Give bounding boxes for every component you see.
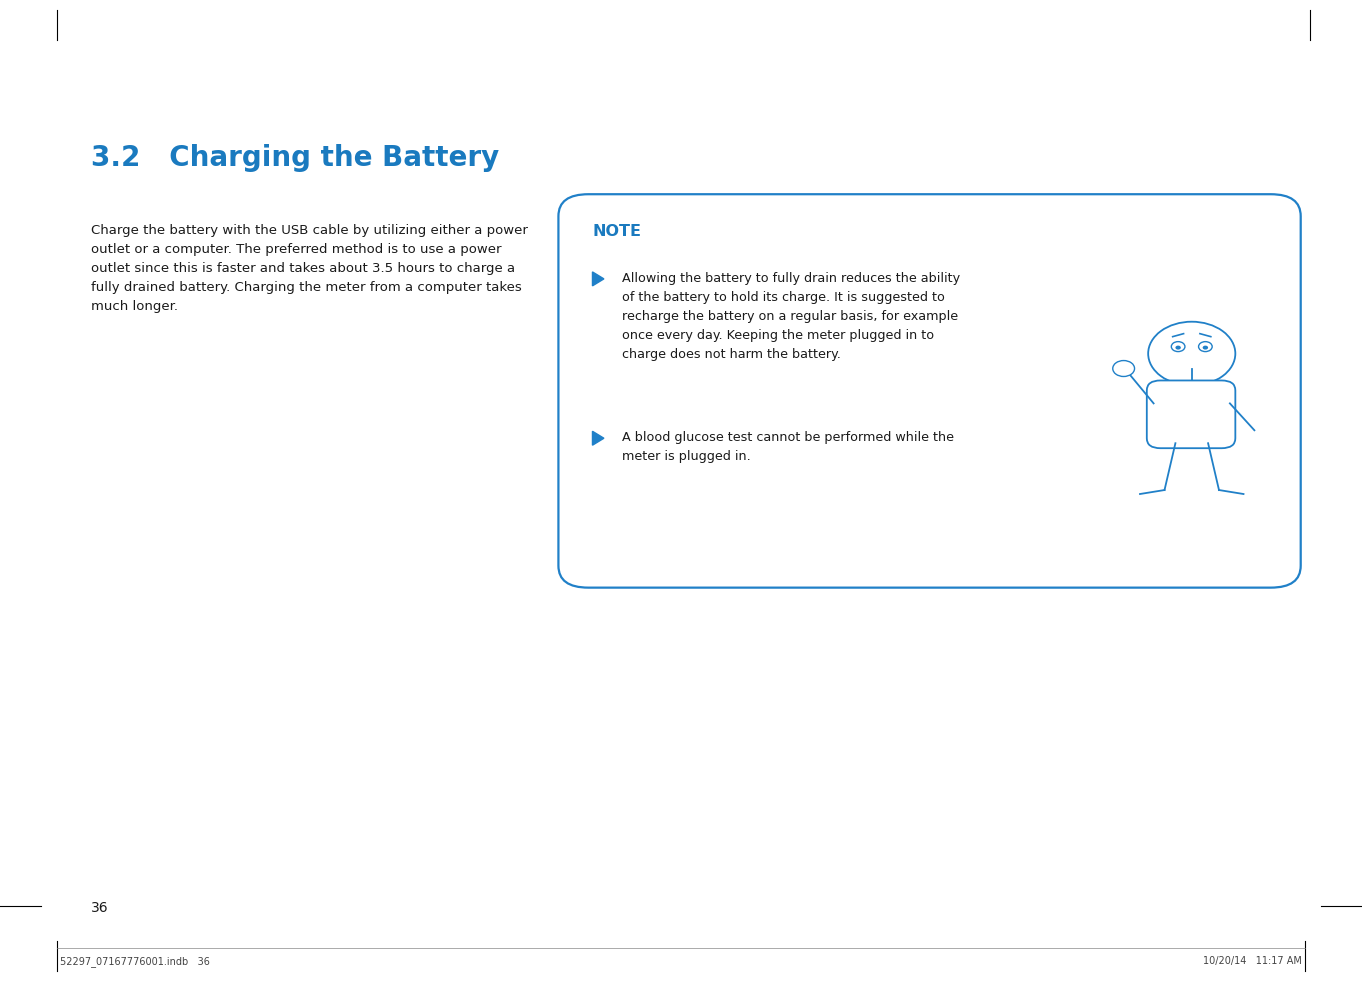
Text: A blood glucose test cannot be performed while the
meter is plugged in.: A blood glucose test cannot be performed… bbox=[622, 431, 955, 463]
Text: 52297_07167776001.indb   36: 52297_07167776001.indb 36 bbox=[60, 956, 210, 967]
Circle shape bbox=[1203, 346, 1208, 350]
Text: 10/20/14   11:17 AM: 10/20/14 11:17 AM bbox=[1203, 956, 1302, 966]
Text: NOTE: NOTE bbox=[592, 224, 642, 239]
Text: Charge the battery with the USB cable by utilizing either a power
outlet or a co: Charge the battery with the USB cable by… bbox=[91, 224, 528, 313]
Circle shape bbox=[1148, 322, 1235, 385]
FancyBboxPatch shape bbox=[1147, 380, 1235, 448]
Text: Allowing the battery to fully drain reduces the ability
of the battery to hold i: Allowing the battery to fully drain redu… bbox=[622, 272, 960, 361]
Circle shape bbox=[1113, 361, 1135, 376]
Polygon shape bbox=[592, 272, 603, 286]
Circle shape bbox=[1199, 342, 1212, 352]
Text: 36: 36 bbox=[91, 901, 109, 915]
Circle shape bbox=[1171, 342, 1185, 352]
FancyBboxPatch shape bbox=[558, 194, 1301, 588]
Polygon shape bbox=[592, 431, 603, 445]
Text: 3.2   Charging the Battery: 3.2 Charging the Battery bbox=[91, 144, 500, 172]
Circle shape bbox=[1175, 346, 1181, 350]
